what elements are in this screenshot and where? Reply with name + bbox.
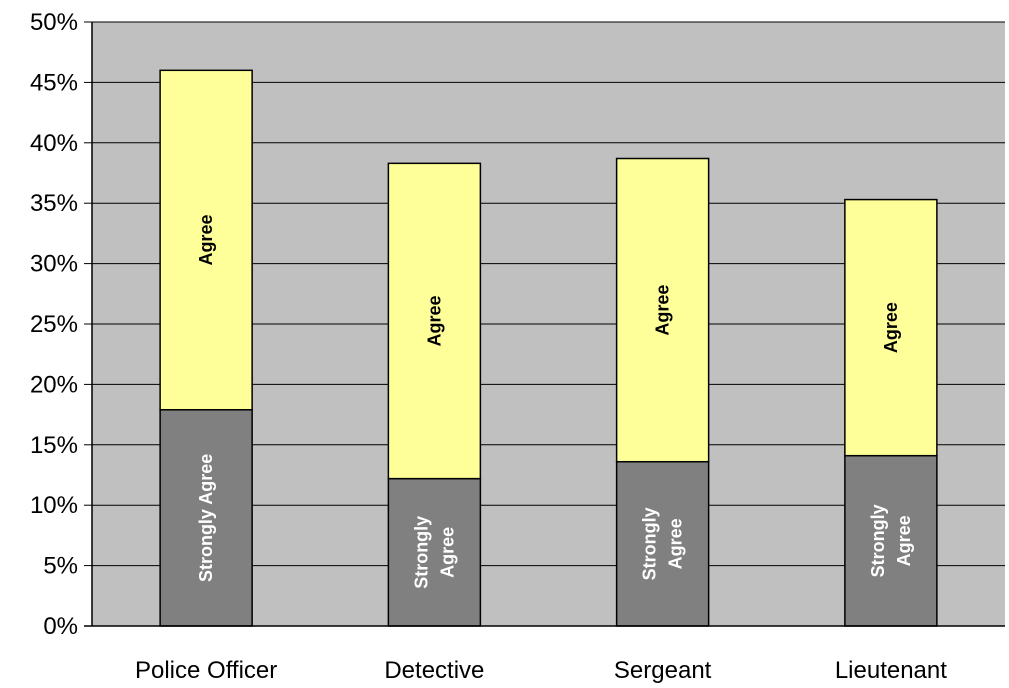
y-tick-label: 25% — [30, 311, 78, 338]
y-tick-label: 40% — [30, 130, 78, 157]
segment-label: Agree — [881, 302, 901, 353]
segment-label-line: Strongly — [411, 516, 431, 589]
segment-label: Agree — [653, 285, 673, 336]
x-category-label: Detective — [384, 657, 484, 684]
bar-segment-strongly-agree — [615, 460, 710, 627]
y-tick-label: 50% — [30, 9, 78, 36]
bar-segment-strongly-agree — [844, 454, 938, 627]
segment-label-line: Strongly — [868, 504, 888, 577]
y-tick-label: 45% — [30, 69, 78, 96]
y-tick-label: 10% — [30, 492, 78, 519]
bar-segment-strongly-agree — [387, 477, 482, 627]
segment-label-line: Agree — [653, 285, 673, 336]
segment-label-line: Strongly Agree — [196, 454, 216, 582]
x-axis: Police Officer Detective Sergeant Lieutenan… — [84, 625, 1005, 684]
segment-label: Strongly Agree — [640, 507, 686, 580]
bar-segment-agree — [615, 157, 710, 463]
bar-segment-agree — [844, 198, 938, 457]
y-tick-label: 15% — [30, 432, 78, 459]
bar-segment-agree — [159, 69, 253, 411]
y-axis: 0% 5% 10% 15% 20% 25% 30% 35% 40% 45% 50% — [30, 9, 93, 640]
y-tick-label: 5% — [43, 553, 78, 580]
segment-label: Agree — [196, 215, 216, 266]
y-tick-label: 20% — [30, 371, 78, 398]
segment-label: Agree — [424, 295, 444, 346]
segment-label-line: Agree — [424, 295, 444, 346]
segment-label-line: Agree — [196, 215, 216, 266]
segment-label: Strongly Agree — [868, 504, 914, 577]
x-category-label: Lieutenant — [835, 657, 947, 684]
segment-label: Strongly Agree — [411, 516, 457, 589]
y-tick-label: 30% — [30, 251, 78, 278]
x-category-label: Police Officer — [135, 657, 277, 684]
y-tick-label: 35% — [30, 190, 78, 217]
x-category-label: Sergeant — [614, 657, 712, 684]
bar-segment-agree — [387, 162, 482, 480]
segment-label-line: Agree — [881, 302, 901, 353]
segment-label-line: Strongly — [640, 507, 660, 580]
segment-label: Strongly Agree — [196, 454, 216, 582]
segment-label-line: Agree — [437, 527, 457, 578]
segment-label-line: Agree — [894, 515, 914, 566]
segment-label-line: Agree — [666, 518, 686, 569]
y-tick-label: 0% — [43, 613, 78, 640]
